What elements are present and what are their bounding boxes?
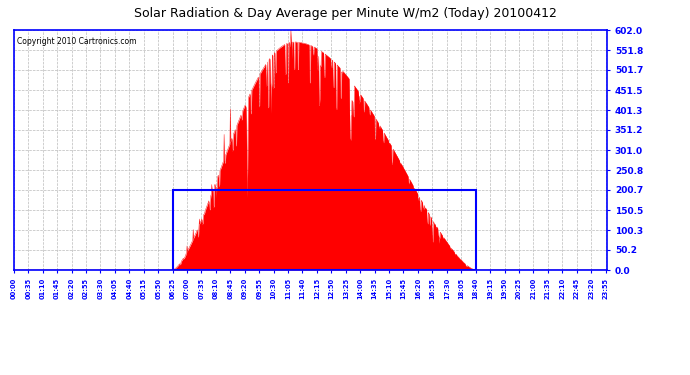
Bar bbox=[172, 190, 475, 270]
Text: Copyright 2010 Cartronics.com: Copyright 2010 Cartronics.com bbox=[17, 37, 136, 46]
Text: Solar Radiation & Day Average per Minute W/m2 (Today) 20100412: Solar Radiation & Day Average per Minute… bbox=[134, 8, 556, 21]
